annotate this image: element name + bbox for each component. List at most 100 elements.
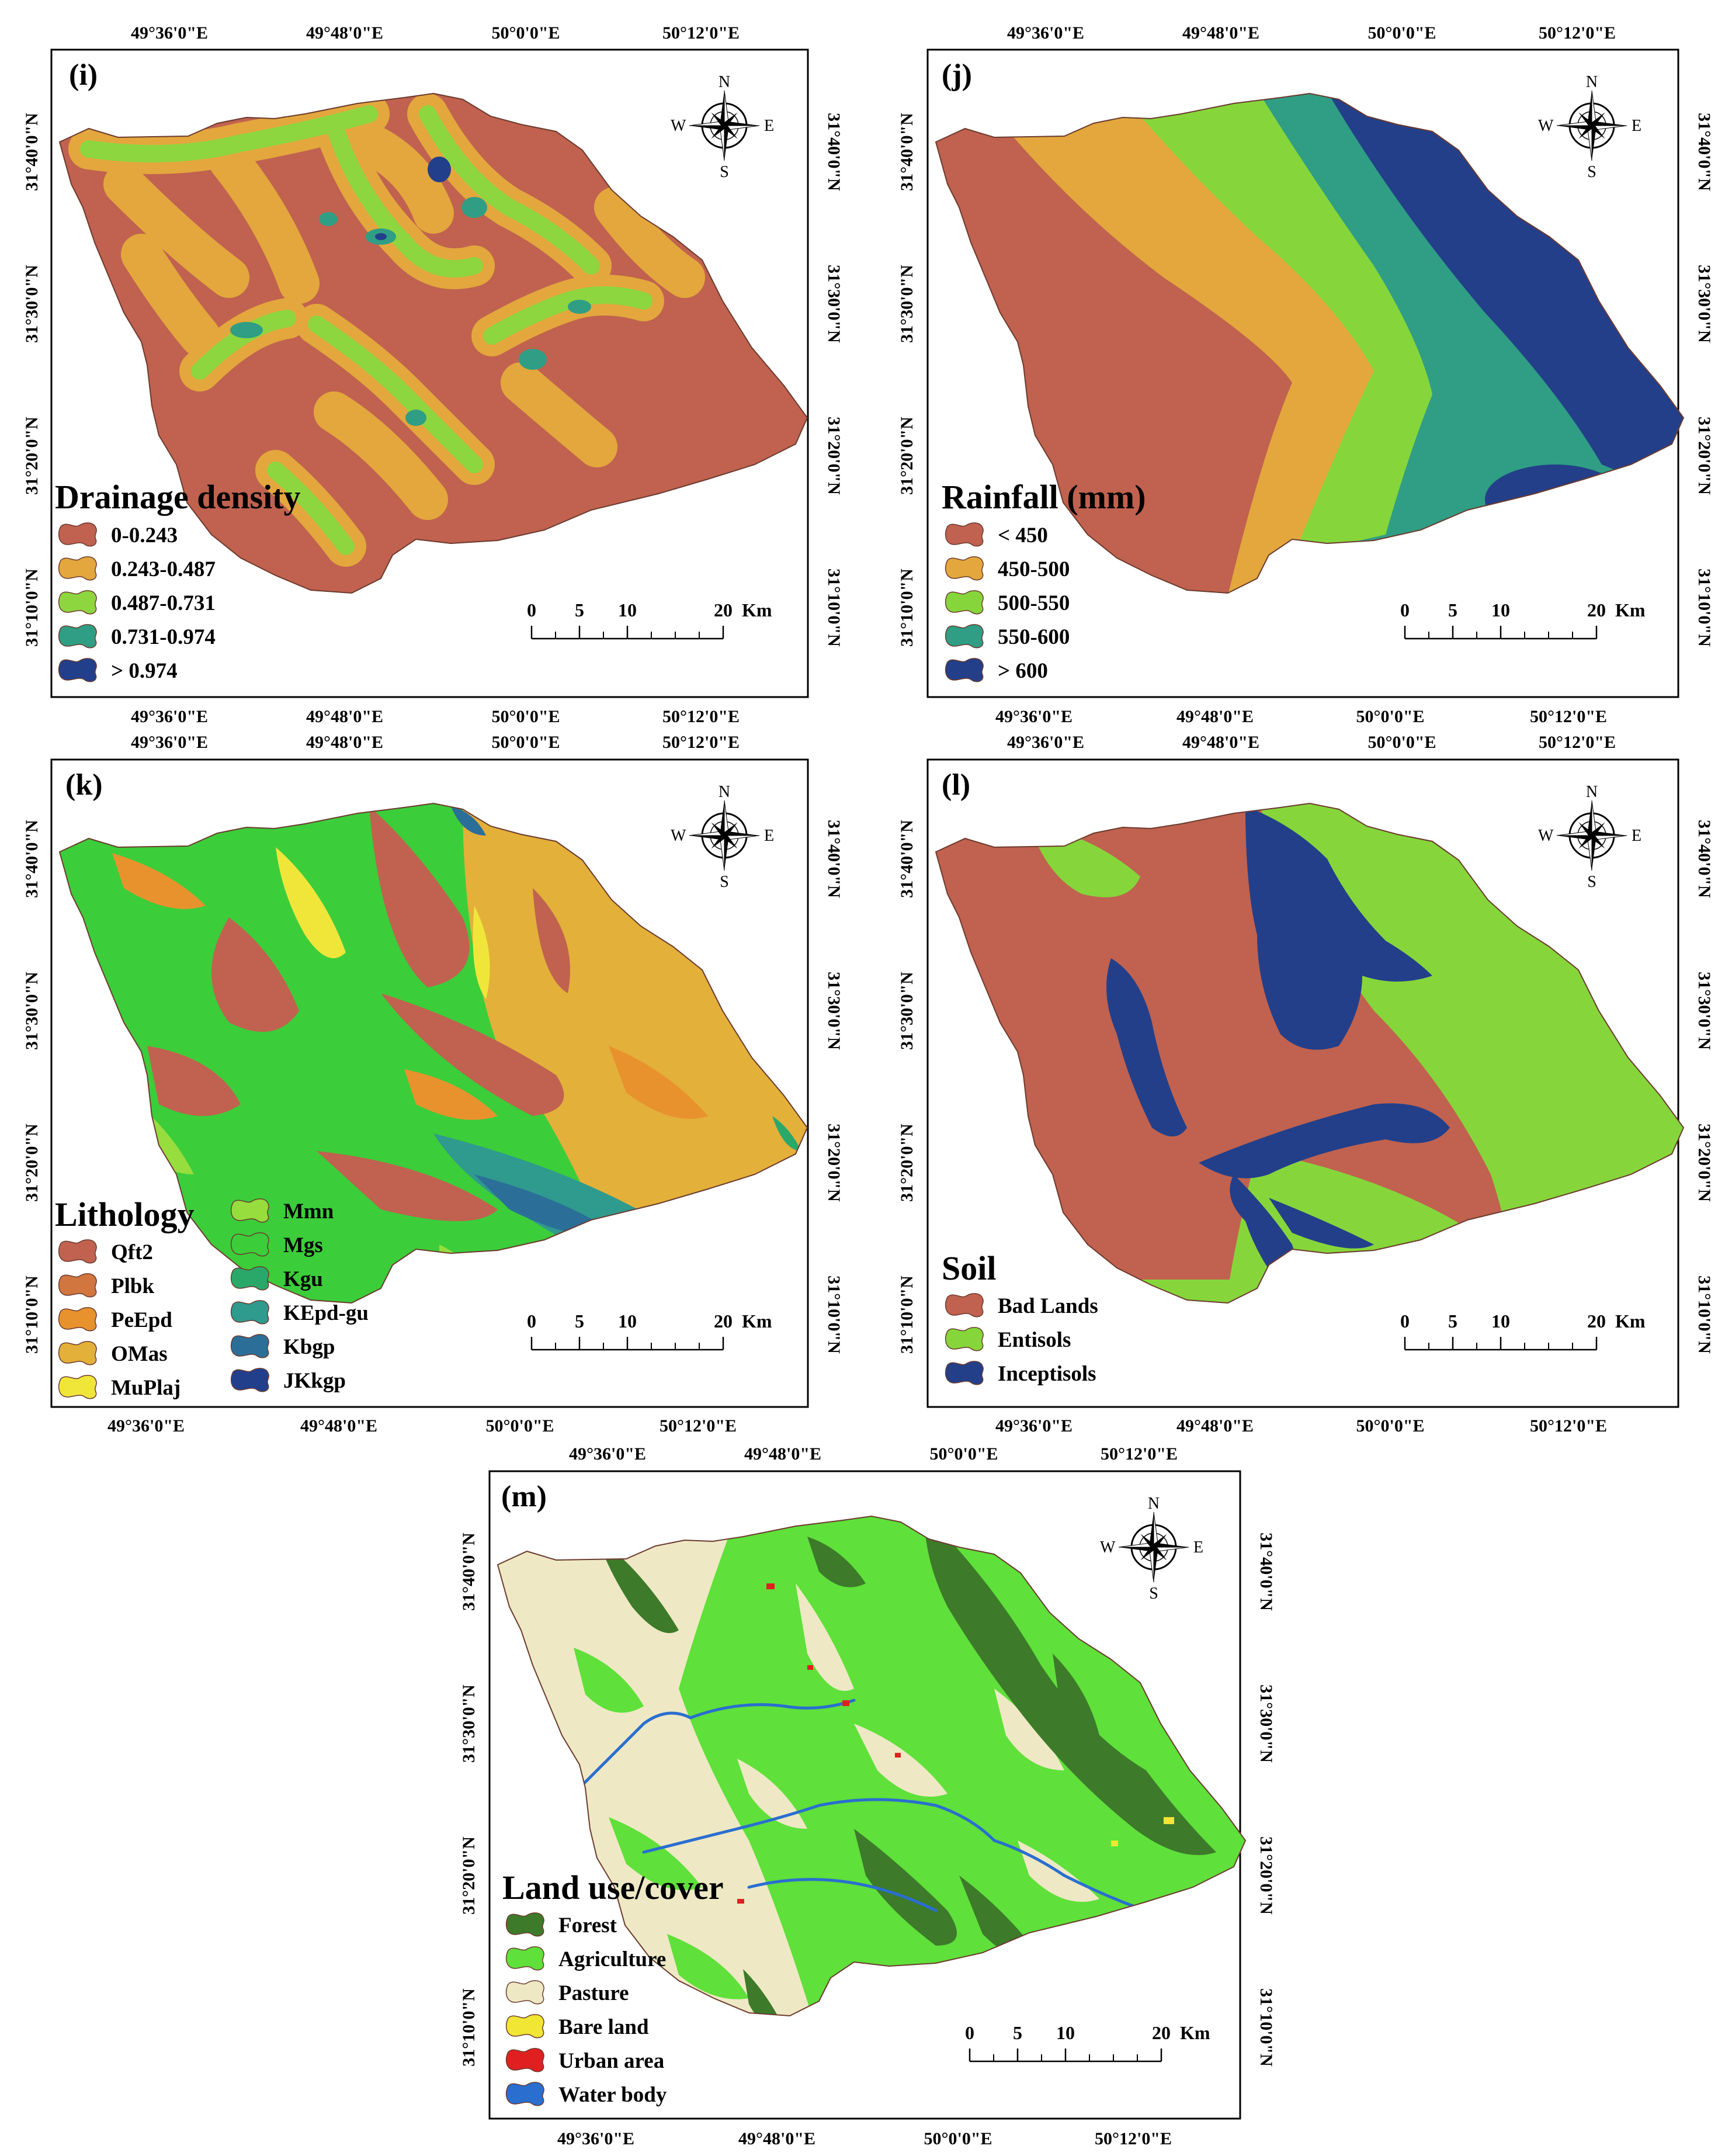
lon-label: 49°48'0"E <box>300 1416 377 1436</box>
scale-bar: 0 5 10 20 Km <box>1400 599 1646 640</box>
legend: Lithology Qft2 Plbk PeEpd OMas MuPlaj <box>55 1195 369 1400</box>
map-class-area <box>276 847 490 999</box>
legend-item: Plbk <box>58 1273 154 1298</box>
legend-label: 0-0.243 <box>111 524 178 547</box>
scale-label: 5 <box>575 1311 584 1332</box>
lon-label: 50°12'0"E <box>1539 733 1616 752</box>
map-class-area <box>737 1583 901 1904</box>
panel-label: (j) <box>942 58 972 92</box>
legend-item: OMas <box>58 1341 168 1366</box>
map-frame <box>926 758 1679 1408</box>
legend-label: 500-550 <box>998 591 1070 615</box>
scale-label: 0 <box>527 599 536 621</box>
legend-label: OMas <box>111 1342 168 1366</box>
scale-unit: Km <box>742 1311 772 1332</box>
compass-e: E <box>764 117 774 135</box>
scale-label: 0 <box>527 1311 536 1332</box>
legend-swatch <box>58 1239 97 1264</box>
legend-item: Pasture <box>505 1980 629 2005</box>
legend-swatch <box>58 590 97 615</box>
lon-labels-top: 49°36'0"E 49°48'0"E 50°0'0"E 50°12'0"E <box>1007 733 1616 752</box>
lat-label: 31°20'0"N <box>897 1124 917 1202</box>
legend-label: 0.731-0.974 <box>111 625 216 649</box>
legend-label: MuPlaj <box>111 1376 181 1400</box>
lat-labels-left: 31°40'0"N 31°30'0"N 31°20'0"N 31°10'0"N <box>459 1533 478 2067</box>
lon-label: 50°0'0"E <box>1368 23 1436 43</box>
legend-item: Bare land <box>505 2014 649 2039</box>
map-class-area <box>375 157 451 240</box>
compass-n: N <box>719 783 730 801</box>
compass-w: W <box>1100 1538 1116 1557</box>
legend-item: KEpd-gu <box>230 1300 369 1325</box>
lon-label: 49°36'0"E <box>569 1444 646 1464</box>
scale-label: 10 <box>1491 1311 1510 1332</box>
scale-bar: 0 5 10 20 Km <box>527 1311 772 1351</box>
lat-label: 31°40'0"N <box>1257 1533 1276 1611</box>
lat-labels-right: 31°40'0"N 31°30'0"N 31°20'0"N 31°10'0"N <box>824 820 844 1354</box>
lat-label: 31°10'0"N <box>1257 1988 1276 2067</box>
compass-n: N <box>1586 73 1598 91</box>
legend-item: 0-0.243 <box>58 522 178 547</box>
lon-label: 49°36'0"E <box>131 23 208 43</box>
scale-label: 20 <box>1152 2022 1171 2043</box>
compass-w: W <box>1538 117 1554 135</box>
lat-label: 31°10'0"N <box>897 1275 917 1354</box>
legend-item: Mgs <box>230 1232 323 1257</box>
lat-label: 31°20'0"N <box>897 417 917 495</box>
lon-labels-bottom: 49°36'0"E 49°48'0"E 50°0'0"E 50°12'0"E <box>131 707 740 726</box>
scale-label: 0 <box>1400 599 1410 621</box>
lon-label: 50°0'0"E <box>486 1416 554 1436</box>
legend-swatch <box>945 590 984 615</box>
lon-label: 49°36'0"E <box>1007 23 1084 43</box>
lon-label: 49°48'0"E <box>1182 23 1259 43</box>
scale-unit: Km <box>1615 599 1646 621</box>
lat-label: 31°20'0"N <box>1695 1124 1714 1202</box>
lon-labels-top: 49°36'0"E 49°48'0"E 50°0'0"E 50°12'0"E <box>131 23 740 43</box>
legend-swatch <box>58 1273 97 1298</box>
scale-label: 5 <box>575 599 584 621</box>
lon-label: 49°36'0"E <box>131 707 208 726</box>
scale-label: 5 <box>1013 2022 1022 2043</box>
lat-label: 31°30'0"N <box>1257 1684 1276 1763</box>
legend-label: Urban area <box>558 2049 664 2073</box>
lat-label: 31°30'0"N <box>1695 972 1714 1050</box>
compass-icon: N S E W <box>1538 73 1641 181</box>
lat-label: 31°20'0"N <box>824 417 844 495</box>
lon-label: 49°48'0"E <box>306 23 383 43</box>
panel-label: (i) <box>69 58 98 92</box>
lat-label: 31°30'0"N <box>459 1684 478 1763</box>
legend-label: > 600 <box>998 659 1048 683</box>
scale-bar: 0 5 10 20 Km <box>527 599 772 640</box>
legend-label: Kbgp <box>283 1335 335 1359</box>
legend-swatch <box>230 1300 269 1325</box>
legend: Land use/cover Forest Agriculture Pastur… <box>502 1869 724 2107</box>
lat-label: 31°10'0"N <box>22 569 41 647</box>
legend-item: 550-600 <box>945 624 1070 649</box>
legend-item: > 600 <box>945 658 1048 683</box>
legend-label: Agriculture <box>558 1947 666 1971</box>
lat-label: 31°40'0"N <box>22 113 41 191</box>
lat-label: 31°30'0"N <box>824 265 844 343</box>
compass-n: N <box>1586 783 1598 801</box>
lon-label: 49°36'0"E <box>1007 733 1084 752</box>
lon-label: 50°0'0"E <box>1356 1416 1425 1436</box>
legend-swatch <box>945 658 984 682</box>
legend-label: Qft2 <box>111 1240 153 1264</box>
lon-label: 50°0'0"E <box>924 2129 992 2148</box>
lat-label: 31°40'0"N <box>897 113 917 191</box>
map-class-area <box>772 1116 801 1151</box>
legend-swatch <box>945 1361 984 1385</box>
lon-label: 50°0'0"E <box>1368 733 1436 752</box>
legend-item: > 0.974 <box>58 658 178 683</box>
lon-label: 49°36'0"E <box>557 2129 634 2148</box>
lat-label: 31°40'0"N <box>1695 820 1714 898</box>
legend-title: Land use/cover <box>502 1869 724 1907</box>
panel-k: 49°36'0"E 49°48'0"E 50°0'0"E 50°12'0"E 4… <box>22 733 844 1436</box>
lon-label: 50°12'0"E <box>1530 1416 1607 1436</box>
lon-label: 49°48'0"E <box>738 2129 815 2148</box>
legend-label: 450-500 <box>998 557 1070 581</box>
scale-unit: Km <box>1615 1311 1646 1332</box>
lon-label: 50°12'0"E <box>1539 23 1616 43</box>
scale-bar: 0 5 10 20 Km <box>1400 1311 1646 1351</box>
compass-icon: N S E W <box>1100 1495 1203 1603</box>
